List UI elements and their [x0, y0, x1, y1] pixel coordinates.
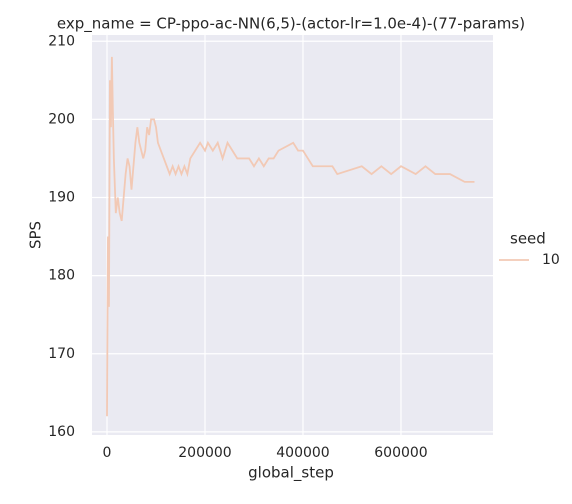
legend-title: seed — [510, 230, 546, 248]
y-tick-label: 180 — [48, 268, 75, 284]
plot-area — [92, 35, 493, 435]
line-series — [106, 56, 475, 417]
y-axis-label: SPS — [27, 221, 45, 249]
y-tick-label: 160 — [48, 424, 75, 440]
x-tick-label: 0 — [103, 445, 112, 461]
x-axis-label: global_step — [248, 464, 334, 483]
x-tick-label: 400000 — [276, 445, 329, 461]
y-tick-label: 170 — [48, 346, 75, 362]
y-tick-label: 210 — [48, 33, 75, 49]
y-tick-label: 190 — [48, 190, 75, 206]
x-tick-label: 600000 — [374, 445, 427, 461]
chart-title: exp_name = CP-ppo-ac-NN(6,5)-(actor-lr=1… — [57, 15, 525, 34]
legend-label: 10 — [542, 252, 560, 268]
y-tick-label: 200 — [48, 111, 75, 127]
x-tick-label: 200000 — [178, 445, 231, 461]
